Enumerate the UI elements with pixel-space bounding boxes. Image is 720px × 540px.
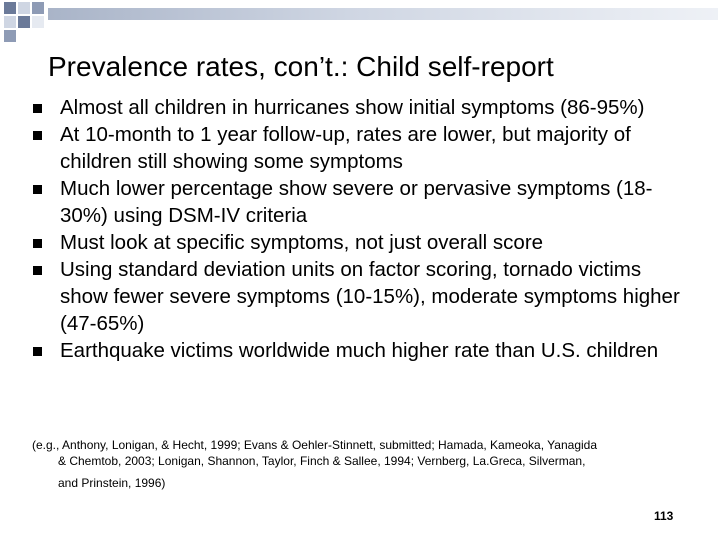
header-bar: [48, 8, 718, 20]
decor-square: [32, 2, 44, 14]
square-bullet-icon: [33, 266, 42, 275]
bullet-text: Much lower percentage show severe or per…: [60, 177, 653, 227]
bullet-text: Must look at specific symptoms, not just…: [60, 231, 544, 254]
bullet-item: Almost all children in hurricanes show i…: [30, 94, 690, 121]
bullet-item: Much lower percentage show severe or per…: [30, 175, 690, 229]
bullet-text: Earthquake victims worldwide much higher…: [60, 339, 659, 362]
decor-square: [4, 2, 16, 14]
citation-line: (e.g., Anthony, Lonigan, & Hecht, 1999; …: [32, 438, 598, 452]
square-bullet-icon: [33, 185, 42, 194]
bullet-text: Almost all children in hurricanes show i…: [60, 96, 645, 119]
bullet-item: Earthquake victims worldwide much higher…: [30, 337, 690, 364]
bullet-text: At 10-month to 1 year follow-up, rates a…: [60, 123, 631, 173]
square-bullet-icon: [33, 239, 42, 248]
bullet-item: Must look at specific symptoms, not just…: [30, 229, 690, 256]
square-bullet-icon: [33, 131, 42, 140]
slide-decoration: [0, 0, 720, 50]
square-bullet-icon: [33, 347, 42, 356]
decor-square: [18, 16, 30, 28]
bullet-item: Using standard deviation units on factor…: [30, 256, 690, 337]
square-bullet-icon: [33, 104, 42, 113]
citation: (e.g., Anthony, Lonigan, & Hecht, 1999; …: [32, 437, 702, 469]
citation-line: & Chemtob, 2003; Lonigan, Shannon, Taylo…: [58, 454, 586, 468]
bullet-text: Using standard deviation units on factor…: [60, 258, 680, 335]
decor-square: [4, 30, 16, 42]
bullet-list: Almost all children in hurricanes show i…: [30, 94, 690, 364]
page-number: 113: [654, 509, 674, 523]
bullet-item: At 10-month to 1 year follow-up, rates a…: [30, 121, 690, 175]
slide-title: Prevalence rates, con’t.: Child self-rep…: [48, 51, 554, 82]
citation-line: and Prinstein, 1996): [58, 476, 166, 490]
decor-square: [4, 16, 16, 28]
decor-square: [32, 16, 44, 28]
decor-square: [18, 2, 30, 14]
